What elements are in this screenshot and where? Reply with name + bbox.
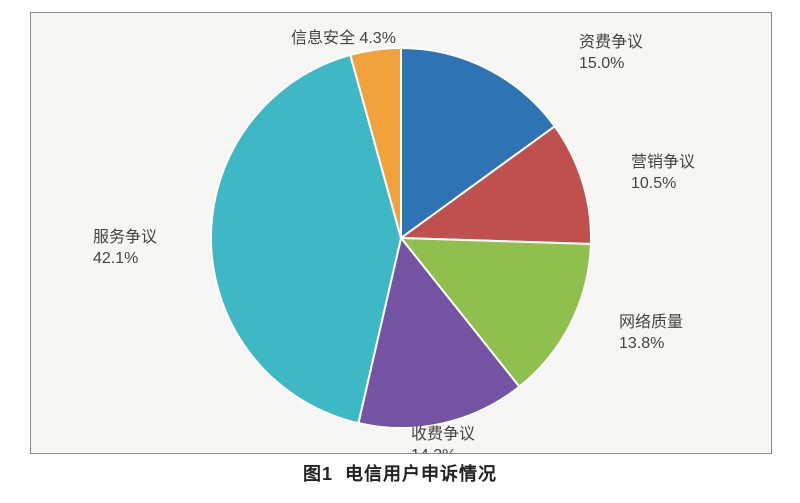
caption-text: 电信用户申诉情况: [345, 464, 497, 484]
slice-label: 服务争议42.1%: [93, 228, 157, 270]
pie-chart: 资费争议15.0% 营销争议10.5% 网络质量13.8% 收费争议14.3% 服务争议…: [30, 12, 772, 454]
caption-prefix: 图1: [303, 464, 333, 484]
slice-label: 营销争议10.5%: [631, 153, 695, 195]
slice-label: 信息安全 4.3%: [291, 29, 396, 50]
slice-label: 网络质量13.8%: [619, 313, 683, 355]
slice-label: 资费争议15.0%: [579, 33, 643, 75]
slice-label: 收费争议14.3%: [411, 425, 475, 454]
chart-caption: 图1 电信用户申诉情况: [30, 460, 770, 486]
